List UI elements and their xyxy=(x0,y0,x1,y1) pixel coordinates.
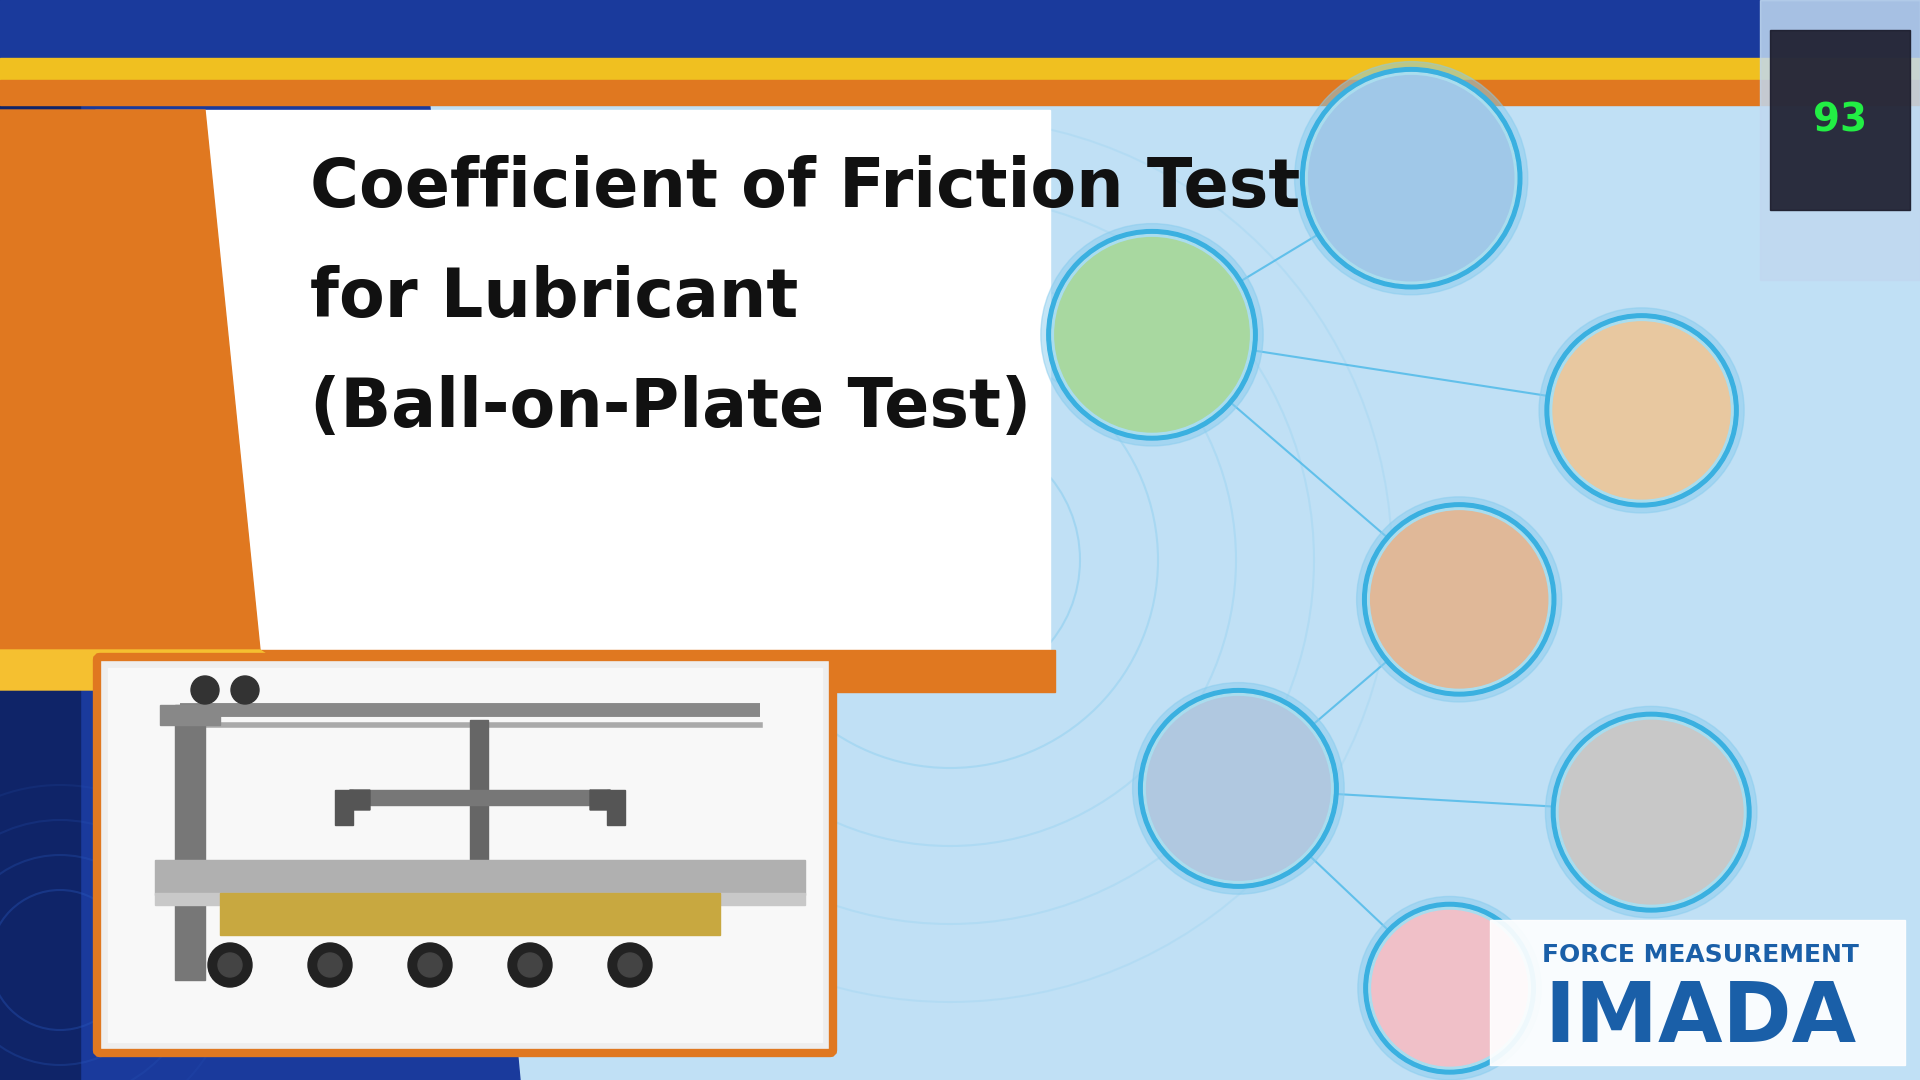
Circle shape xyxy=(1300,68,1523,288)
Bar xyxy=(156,860,804,895)
Bar xyxy=(0,0,1920,58)
Polygon shape xyxy=(340,789,371,810)
Text: for Lubricant: for Lubricant xyxy=(309,265,799,330)
Bar xyxy=(0,0,81,1080)
Bar xyxy=(108,669,822,1042)
Circle shape xyxy=(1371,511,1548,688)
Circle shape xyxy=(230,676,259,704)
Bar xyxy=(0,80,1920,105)
Circle shape xyxy=(1133,683,1344,894)
Circle shape xyxy=(518,953,541,977)
Bar xyxy=(1761,0,1920,280)
Text: 93: 93 xyxy=(1812,102,1866,139)
Circle shape xyxy=(609,943,653,987)
Circle shape xyxy=(1557,717,1745,907)
Circle shape xyxy=(1309,76,1513,281)
Circle shape xyxy=(509,943,553,987)
Circle shape xyxy=(1540,308,1743,513)
Polygon shape xyxy=(94,110,1050,650)
Circle shape xyxy=(1553,322,1730,499)
Text: (Ball-on-Plate Test): (Ball-on-Plate Test) xyxy=(309,375,1031,441)
Circle shape xyxy=(407,943,451,987)
Circle shape xyxy=(1139,689,1338,888)
Bar xyxy=(470,720,488,865)
Circle shape xyxy=(1367,508,1551,691)
Circle shape xyxy=(1052,234,1252,435)
Polygon shape xyxy=(589,789,620,810)
Bar xyxy=(470,720,488,865)
Circle shape xyxy=(1357,497,1561,702)
Circle shape xyxy=(1041,224,1263,446)
Circle shape xyxy=(1054,238,1250,432)
Bar xyxy=(159,705,221,725)
Circle shape xyxy=(307,943,351,987)
Circle shape xyxy=(1363,503,1555,696)
Circle shape xyxy=(319,953,342,977)
Circle shape xyxy=(190,676,219,704)
Bar xyxy=(221,893,720,935)
Bar xyxy=(175,705,205,980)
Circle shape xyxy=(1546,314,1738,507)
FancyBboxPatch shape xyxy=(98,657,833,1053)
Polygon shape xyxy=(0,0,520,1080)
Circle shape xyxy=(1549,319,1734,502)
Circle shape xyxy=(618,953,641,977)
Text: FORCE MEASUREMENT: FORCE MEASUREMENT xyxy=(1542,943,1859,967)
Circle shape xyxy=(1046,230,1258,440)
Bar xyxy=(0,58,1920,80)
Circle shape xyxy=(1294,62,1528,295)
Text: IMADA: IMADA xyxy=(1544,977,1857,1058)
Circle shape xyxy=(1559,720,1743,904)
Circle shape xyxy=(219,953,242,977)
Bar xyxy=(1770,30,1910,210)
Circle shape xyxy=(1546,706,1757,918)
Circle shape xyxy=(1306,72,1517,284)
Circle shape xyxy=(1369,907,1530,1069)
Circle shape xyxy=(1363,903,1536,1074)
Bar xyxy=(607,789,626,825)
Bar xyxy=(371,789,589,805)
Polygon shape xyxy=(0,110,259,650)
Polygon shape xyxy=(0,650,321,690)
Circle shape xyxy=(1371,910,1528,1066)
Circle shape xyxy=(1144,693,1332,883)
Circle shape xyxy=(1146,697,1331,880)
Bar xyxy=(334,789,353,825)
Bar xyxy=(1490,920,1905,1065)
Bar xyxy=(94,650,1054,692)
Circle shape xyxy=(207,943,252,987)
Circle shape xyxy=(1357,896,1542,1080)
Bar xyxy=(156,893,804,905)
Circle shape xyxy=(419,953,442,977)
Text: Coefficient of Friction Test: Coefficient of Friction Test xyxy=(309,156,1300,221)
Circle shape xyxy=(1551,713,1751,912)
